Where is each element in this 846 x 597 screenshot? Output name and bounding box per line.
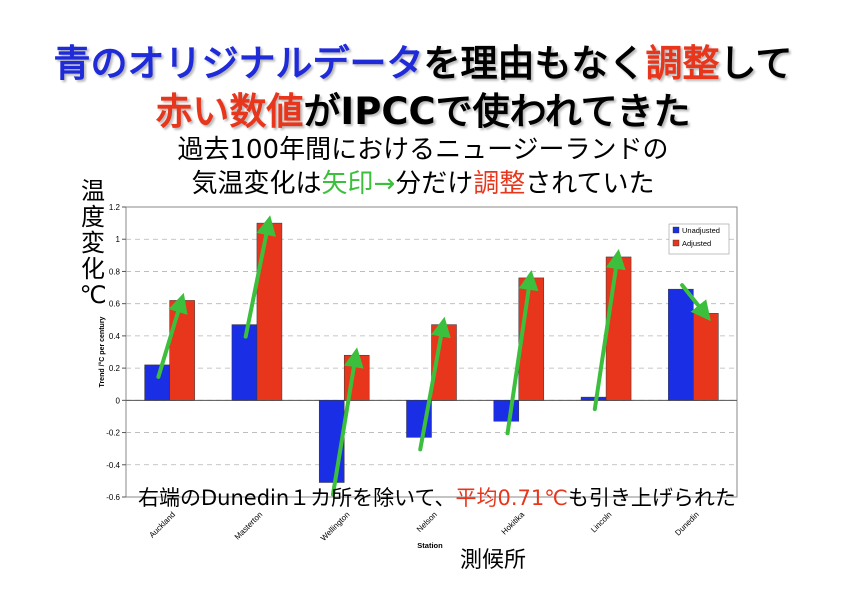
legend-label: Adjusted [682, 239, 711, 248]
subtitle-2-segment: 分だけ [395, 169, 474, 199]
subtitle-2-segment: 気温変化は [191, 169, 322, 199]
x-tick-label: Masterton [233, 510, 265, 542]
adjustment-arrow [505, 269, 539, 436]
bar-adjusted [693, 313, 719, 401]
y-tick-label: 0 [116, 396, 121, 405]
headline-1-segment: を理由もなく [423, 42, 646, 85]
adjustment-arrow [156, 292, 188, 379]
x-tick-label: Wellington [319, 510, 352, 543]
bottom-axis-label: 測候所 [460, 548, 527, 573]
bar-unadjusted [668, 288, 694, 401]
annotation-segment: 平均0.71℃ [455, 486, 568, 510]
headline-1-segment: 調整 [645, 42, 720, 85]
headline-1-segment: 青のオリジナルデータ [53, 42, 424, 85]
x-tick-label: Lincoln [589, 510, 613, 534]
subtitle-2-segment: されていた [525, 169, 655, 199]
y-axis-title: Trend /°C per century [98, 316, 106, 387]
annotation-text: 右端のDunedin１カ所を除いて、平均0.71℃も引き上げられた [138, 482, 736, 512]
annotation-segment: 右端のDunedin１カ所を除いて、 [138, 486, 456, 510]
y-tick-label: 0.6 [109, 300, 121, 309]
subtitle-line-2: 気温変化は矢印→分だけ調整されていた [0, 168, 846, 200]
headline-1-segment: して [719, 42, 793, 85]
headline-line-2: 赤い数値がIPCCで使われてきた [0, 90, 846, 134]
y-tick-label: 0.4 [109, 332, 121, 341]
x-tick-label: Nelson [415, 510, 439, 534]
headline-2-segment: がIPCCで使われてきた [303, 90, 691, 133]
x-tick-label: Hokitika [500, 510, 527, 537]
legend-swatch [672, 226, 680, 234]
adjustment-arrow [418, 316, 451, 452]
y-tick-label: -0.6 [106, 493, 120, 502]
headline-line-1: 青のオリジナルデータを理由もなく調整して [0, 42, 846, 86]
y-tick-label: -0.4 [106, 461, 120, 470]
bar-adjusted [169, 300, 195, 401]
headline-2-segment: 赤い数値 [155, 90, 304, 133]
legend-label: Unadjusted [682, 226, 720, 235]
annotation-segment: も引き上げられた [567, 486, 736, 510]
bar-unadjusted [580, 396, 607, 401]
x-tick-label: Auckland [147, 510, 177, 540]
adjustment-arrow [330, 347, 364, 497]
legend-swatch [672, 239, 680, 247]
adjustment-arrow [592, 249, 626, 412]
y-tick-label: 0.8 [109, 267, 121, 276]
x-axis-title: Station [417, 541, 443, 550]
bar-adjusted [256, 222, 283, 401]
bar-adjusted [605, 256, 632, 401]
bar-unadjusted [493, 400, 520, 422]
subtitle-2-segment: 矢印→ [321, 169, 396, 199]
side-axis-label: 温 度 変 化 ℃ [79, 177, 107, 309]
y-tick-label: 1 [116, 235, 121, 244]
y-tick-label: 1.2 [109, 203, 121, 212]
x-tick-label: Dunedin [673, 510, 700, 537]
subtitle-2-segment: 調整 [473, 169, 526, 199]
adjustment-arrow [243, 215, 277, 339]
y-tick-label: 0.2 [109, 364, 121, 373]
y-tick-label: -0.2 [106, 429, 120, 438]
adjustment-arrow [680, 283, 711, 322]
subtitle-line-1: 過去100年間におけるニュージーランドの [177, 135, 669, 165]
bar-unadjusted [144, 364, 170, 401]
